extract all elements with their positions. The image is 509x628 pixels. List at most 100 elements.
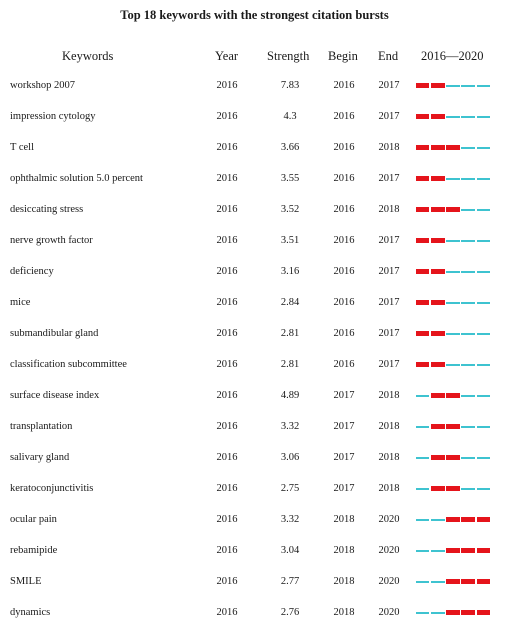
keyword-cell: mice xyxy=(10,297,31,308)
burst-segment xyxy=(446,207,460,212)
strength-cell: 2.75 xyxy=(280,483,300,494)
burst-segment xyxy=(446,424,460,429)
baseline-segment xyxy=(446,301,460,304)
baseline-segment xyxy=(461,177,476,180)
strength-cell: 7.83 xyxy=(280,80,300,91)
year-cell: 2016 xyxy=(216,173,238,184)
end-cell: 2018 xyxy=(378,204,400,215)
baseline-segment xyxy=(461,208,476,211)
begin-cell: 2016 xyxy=(333,297,355,308)
burst-segment xyxy=(476,548,491,553)
burst-segment xyxy=(415,300,430,305)
burst-segment xyxy=(446,145,460,150)
begin-cell: 2016 xyxy=(333,204,355,215)
strength-cell: 2.81 xyxy=(280,359,300,370)
burst-segment xyxy=(415,238,430,243)
burst-segment xyxy=(415,269,430,274)
strength-cell: 4.3 xyxy=(283,111,297,122)
baseline-segment xyxy=(461,115,476,118)
table-row: keratoconjunctivitis 2016 2.75 2017 2018 xyxy=(0,479,509,499)
burst-timeline xyxy=(415,548,491,554)
end-cell: 2020 xyxy=(378,545,400,556)
baseline-segment xyxy=(415,611,430,614)
year-cell: 2016 xyxy=(216,266,238,277)
burst-segment xyxy=(430,145,445,150)
end-cell: 2017 xyxy=(378,359,400,370)
burst-segment xyxy=(476,610,491,615)
baseline-segment xyxy=(461,425,476,428)
baseline-segment xyxy=(476,239,491,242)
year-cell: 2016 xyxy=(216,111,238,122)
burst-segment xyxy=(430,486,445,491)
baseline-segment xyxy=(461,146,476,149)
burst-segment xyxy=(461,610,476,615)
burst-segment xyxy=(415,145,430,150)
baseline-segment xyxy=(430,549,445,552)
keyword-cell: keratoconjunctivitis xyxy=(10,483,94,494)
begin-cell: 2016 xyxy=(333,328,355,339)
burst-segment xyxy=(476,579,491,584)
begin-cell: 2016 xyxy=(333,266,355,277)
keyword-cell: desiccating stress xyxy=(10,204,84,215)
end-cell: 2018 xyxy=(378,483,400,494)
chart-title: Top 18 keywords with the strongest citat… xyxy=(120,8,389,22)
baseline-segment xyxy=(476,177,491,180)
table-row: salivary gland 2016 3.06 2017 2018 xyxy=(0,448,509,468)
burst-segment xyxy=(430,362,445,367)
header-year: Year xyxy=(215,49,239,63)
burst-segment xyxy=(430,300,445,305)
strength-cell: 2.76 xyxy=(280,607,300,618)
table-row: T cell 2016 3.66 2016 2018 xyxy=(0,138,509,158)
burst-timeline xyxy=(415,486,491,492)
burst-segment xyxy=(430,455,445,460)
strength-cell: 2.81 xyxy=(280,328,300,339)
year-cell: 2016 xyxy=(216,235,238,246)
end-cell: 2018 xyxy=(378,421,400,432)
baseline-segment xyxy=(461,84,476,87)
baseline-segment xyxy=(415,394,430,397)
begin-cell: 2016 xyxy=(333,142,355,153)
begin-cell: 2018 xyxy=(333,576,355,587)
begin-cell: 2017 xyxy=(333,452,355,463)
header-end: End xyxy=(378,49,399,63)
begin-cell: 2018 xyxy=(333,545,355,556)
keyword-cell: workshop 2007 xyxy=(10,80,76,91)
burst-timeline xyxy=(415,83,491,89)
burst-segment xyxy=(446,517,460,522)
table-row: workshop 2007 2016 7.83 2016 2017 xyxy=(0,76,509,96)
table-row: transplantation 2016 3.32 2017 2018 xyxy=(0,417,509,437)
baseline-segment xyxy=(446,363,460,366)
baseline-segment xyxy=(415,549,430,552)
strength-cell: 3.16 xyxy=(280,266,300,277)
end-cell: 2017 xyxy=(378,266,400,277)
end-cell: 2020 xyxy=(378,576,400,587)
end-cell: 2017 xyxy=(378,111,400,122)
keyword-cell: T cell xyxy=(10,142,35,153)
year-cell: 2016 xyxy=(216,421,238,432)
year-cell: 2016 xyxy=(216,483,238,494)
table-row: mice 2016 2.84 2016 2017 xyxy=(0,293,509,313)
strength-cell: 3.32 xyxy=(280,421,300,432)
keyword-cell: rebamipide xyxy=(10,545,58,556)
burst-timeline xyxy=(415,362,491,368)
baseline-segment xyxy=(446,115,460,118)
burst-segment xyxy=(430,83,445,88)
table-row: rebamipide 2016 3.04 2018 2020 xyxy=(0,541,509,561)
end-cell: 2017 xyxy=(378,297,400,308)
strength-cell: 3.32 xyxy=(280,514,300,525)
burst-timeline xyxy=(415,393,491,399)
baseline-segment xyxy=(476,394,491,397)
year-cell: 2016 xyxy=(216,514,238,525)
baseline-segment xyxy=(476,270,491,273)
keyword-cell: submandibular gland xyxy=(10,328,99,339)
keyword-cell: salivary gland xyxy=(10,452,70,463)
burst-segment xyxy=(415,207,430,212)
year-cell: 2016 xyxy=(216,390,238,401)
year-cell: 2016 xyxy=(216,359,238,370)
strength-cell: 3.04 xyxy=(280,545,300,556)
begin-cell: 2016 xyxy=(333,80,355,91)
table-row: SMILE 2016 2.77 2018 2020 xyxy=(0,572,509,592)
keyword-cell: dynamics xyxy=(10,607,51,618)
burst-segment xyxy=(415,83,430,88)
begin-cell: 2017 xyxy=(333,421,355,432)
